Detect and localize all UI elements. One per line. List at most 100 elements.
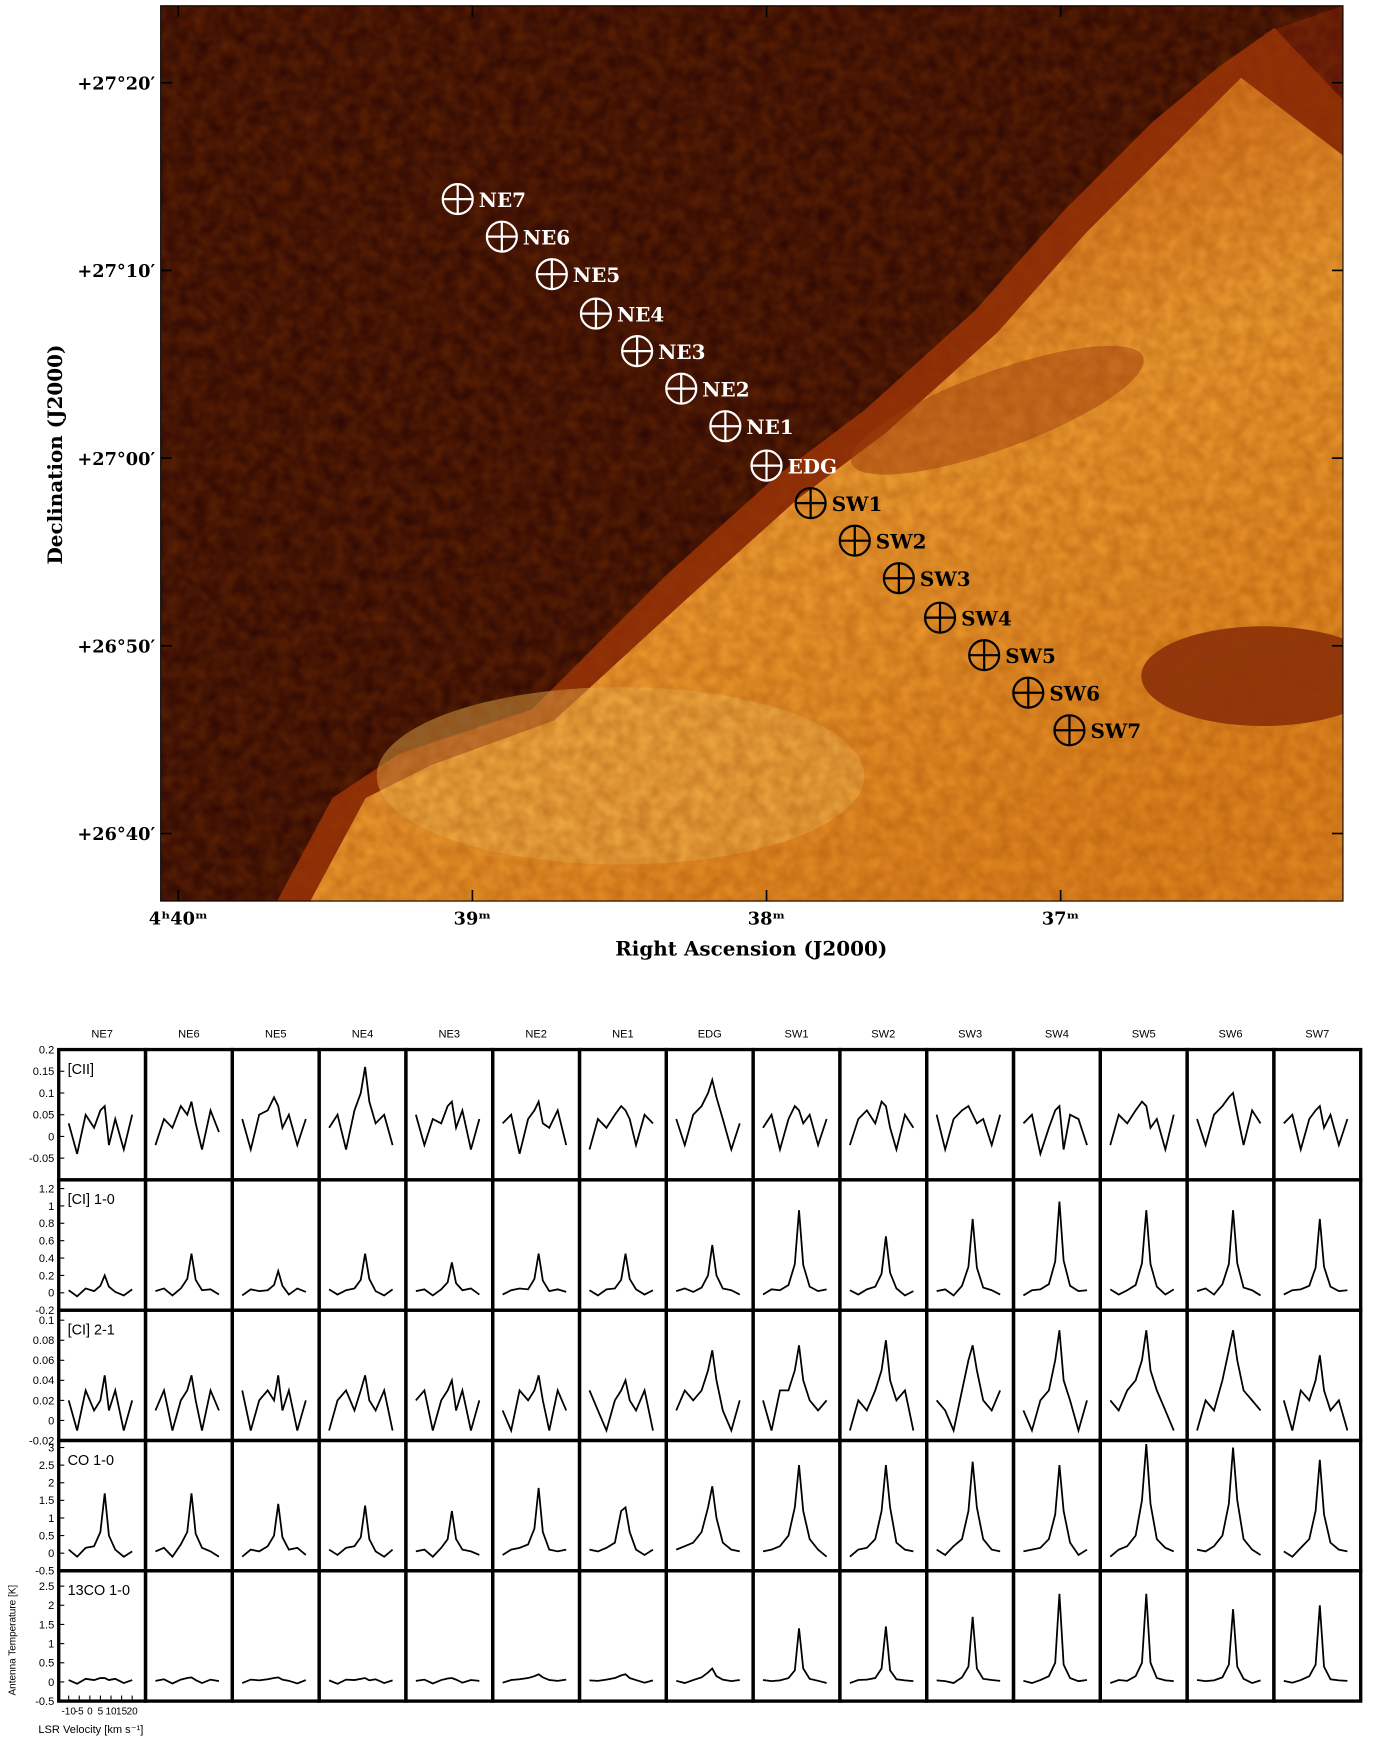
spectrum-line bbox=[762, 1104, 828, 1154]
spectrum-line bbox=[1282, 1355, 1349, 1431]
spectrum-line bbox=[762, 1628, 827, 1684]
spectrum-line bbox=[1196, 1609, 1261, 1684]
map-texture bbox=[160, 5, 1343, 902]
spectrum-line bbox=[849, 1464, 914, 1558]
panel-label: SW3 bbox=[958, 1028, 982, 1040]
y-tick-label: 0 bbox=[48, 1415, 54, 1427]
panel-label: NE4 bbox=[352, 1028, 374, 1040]
y-tick-label: 3 bbox=[48, 1442, 54, 1454]
panel-frame bbox=[925, 1569, 1016, 1703]
y-tick-label: 0.5 bbox=[39, 1530, 54, 1542]
y-tick-label: 0.04 bbox=[33, 1375, 55, 1387]
spectrum-line bbox=[68, 1493, 133, 1558]
spectrum-line bbox=[849, 1236, 914, 1297]
panel-frame bbox=[577, 1178, 668, 1312]
panel-label: SW4 bbox=[1045, 1028, 1069, 1040]
panel-frame bbox=[838, 1178, 929, 1312]
spectrum-line bbox=[1109, 1330, 1175, 1431]
y-tick-label: 1.2 bbox=[39, 1183, 54, 1195]
spectrum-line bbox=[154, 1101, 220, 1150]
panel-label: EDG bbox=[698, 1028, 722, 1040]
spectrum-line bbox=[1283, 1605, 1348, 1684]
panel-frame bbox=[1272, 1047, 1363, 1182]
row-label: 13CO 1-0 bbox=[68, 1583, 130, 1599]
y-tick-label: 0.6 bbox=[39, 1236, 54, 1248]
y-tick-label: 1.5 bbox=[39, 1495, 54, 1507]
spectrum-line bbox=[328, 1677, 393, 1685]
position-marker bbox=[968, 639, 1001, 672]
position-label: SW3 bbox=[920, 567, 971, 591]
spectrum-line bbox=[1022, 1104, 1088, 1158]
y-axis-label: Antenna Temperature [K] bbox=[8, 1585, 19, 1696]
position-label: NE1 bbox=[746, 415, 793, 439]
x-tick-label: 0 bbox=[87, 1706, 93, 1717]
panel-frame bbox=[230, 1047, 321, 1182]
spectrum-line bbox=[676, 1667, 740, 1684]
map-panel: Right Ascension (J2000) Declination (J20… bbox=[43, 5, 1344, 960]
panel-frame bbox=[577, 1438, 668, 1573]
position-label: SW1 bbox=[832, 492, 883, 516]
panel-frame bbox=[317, 1047, 408, 1182]
position-label: SW4 bbox=[961, 606, 1012, 630]
spectrum-line bbox=[155, 1493, 220, 1559]
x-tick-label: -10 bbox=[61, 1706, 76, 1717]
spectrum-line bbox=[1023, 1593, 1088, 1684]
panel-frame bbox=[404, 1047, 495, 1182]
x-axis-label: LSR Velocity [km s⁻¹] bbox=[38, 1724, 143, 1736]
y-tick-label: 1.5 bbox=[39, 1619, 54, 1631]
spectrum-line bbox=[675, 1350, 741, 1434]
spectrum-line bbox=[328, 1375, 394, 1431]
spectrum-line bbox=[762, 1464, 828, 1558]
x-tick-label: 10 bbox=[105, 1706, 117, 1717]
position-marker bbox=[794, 487, 827, 520]
spectrum-line bbox=[68, 1272, 133, 1298]
spectrum-line bbox=[415, 1099, 481, 1150]
y-tick-label: 0.8 bbox=[39, 1218, 54, 1230]
spectrum-line bbox=[589, 1505, 654, 1556]
row-label: [CI] 2-1 bbox=[68, 1323, 115, 1339]
spectrum-line bbox=[501, 1098, 568, 1155]
position-marker bbox=[441, 183, 474, 216]
x-tick-label: 38ᵐ bbox=[748, 908, 786, 929]
spectrum-line bbox=[675, 1486, 740, 1553]
y-tick-label: 0.02 bbox=[33, 1395, 55, 1407]
spectrum-line bbox=[935, 1345, 1001, 1434]
y-tick-label: 0.06 bbox=[33, 1355, 55, 1367]
spectrum-line bbox=[588, 1104, 654, 1150]
spectrum-line bbox=[936, 1616, 1001, 1684]
spectrum-line bbox=[155, 1253, 220, 1297]
map-frame bbox=[160, 5, 1344, 902]
y-tick-label: 0 bbox=[48, 1548, 54, 1560]
panel-frame bbox=[925, 1308, 1016, 1443]
panel-label: SW1 bbox=[785, 1028, 809, 1040]
row-label: [CI] 1-0 bbox=[68, 1192, 115, 1208]
map-image bbox=[160, 5, 1343, 902]
y-tick-label: +27°00′ bbox=[77, 449, 155, 470]
y-tick-label: 1 bbox=[48, 1638, 54, 1650]
y-tick-label: -0.5 bbox=[35, 1566, 54, 1578]
y-tick-label: 0.1 bbox=[39, 1315, 54, 1327]
spectrum-line bbox=[762, 1345, 828, 1431]
spectrum-line bbox=[1109, 1100, 1175, 1154]
panel-frame bbox=[491, 1047, 582, 1182]
panel-label: NE7 bbox=[91, 1028, 113, 1040]
y-tick-label: -0.05 bbox=[29, 1153, 54, 1165]
panel-label: NE6 bbox=[178, 1028, 200, 1040]
spectrum-line bbox=[67, 1104, 134, 1155]
spectrum-line bbox=[1283, 1218, 1348, 1296]
spectrum-line bbox=[935, 1104, 1001, 1154]
panel-frame bbox=[838, 1438, 929, 1573]
panel-frame bbox=[1272, 1438, 1363, 1573]
x-tick-label: 15 bbox=[116, 1706, 128, 1717]
spectrum-line bbox=[67, 1375, 134, 1431]
panel-label: NE3 bbox=[439, 1028, 461, 1040]
panel-frame bbox=[1185, 1438, 1276, 1573]
position-label: NE2 bbox=[702, 377, 749, 401]
position-marker bbox=[621, 335, 654, 368]
y-tick-label: 2 bbox=[48, 1478, 54, 1490]
panel-frame bbox=[1098, 1308, 1189, 1443]
position-label: SW2 bbox=[876, 529, 927, 553]
spectrum-line bbox=[1196, 1210, 1262, 1297]
panel-frame bbox=[1098, 1047, 1189, 1182]
